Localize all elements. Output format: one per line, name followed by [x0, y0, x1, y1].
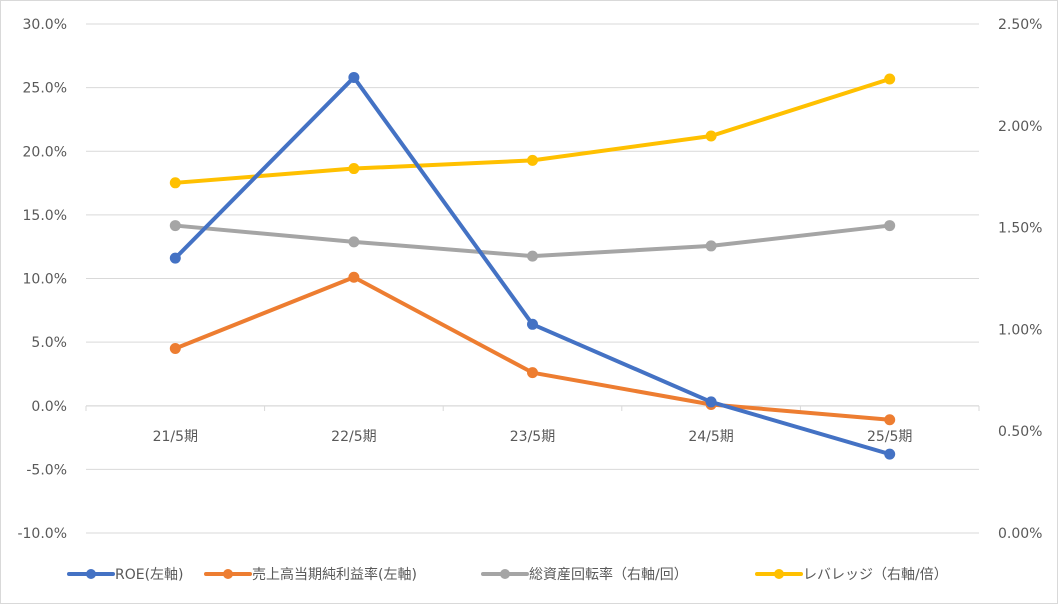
- category-label: 23/5期: [510, 429, 555, 445]
- series-2: [169, 220, 896, 262]
- series-group: [169, 71, 896, 460]
- legend-swatch-marker: [86, 569, 96, 579]
- data-point: [527, 367, 538, 379]
- left-tick-label: 15.0%: [23, 208, 67, 224]
- data-point: [169, 220, 181, 232]
- legend-label: 総資産回転率（右軸/回）: [529, 566, 688, 583]
- left-axis: -10.0% -5.0% 0.0% 5.0% 10.0% 15.0% 20.0% 25.0% 3…: [17, 17, 67, 542]
- left-tick-label: 0.0%: [31, 399, 67, 415]
- data-point: [169, 252, 181, 264]
- legend-item: ROE(左軸): [67, 567, 184, 583]
- right-tick-label: 0.00%: [998, 526, 1042, 542]
- right-tick-label: 1.50%: [998, 221, 1042, 237]
- series-1: [169, 271, 896, 426]
- left-tick-label: -10.0%: [17, 526, 67, 542]
- data-point: [527, 318, 538, 330]
- x-axis: 21/5期 22/5期 23/5期 24/5期 25/5期: [153, 429, 913, 445]
- right-axis: 0.00% 0.50% 1.00% 1.50% 2.00% 2.50%: [998, 17, 1042, 542]
- data-point: [705, 240, 717, 252]
- data-point: [348, 236, 360, 248]
- data-point: [884, 448, 896, 460]
- data-point: [527, 154, 538, 166]
- series-line: [173, 75, 892, 457]
- legend-swatch-marker: [223, 569, 233, 579]
- category-label: 24/5期: [688, 429, 733, 445]
- data-point: [527, 250, 538, 262]
- legend-label: レバレッジ（右軸/倍）: [803, 567, 948, 583]
- data-point: [884, 414, 896, 426]
- legend-label: ROE(左軸): [115, 567, 184, 583]
- left-tick-label: 20.0%: [23, 144, 67, 160]
- legend-item: 売上高当期純利益率(左軸): [204, 566, 417, 583]
- legend: ROE(左軸) 売上高当期純利益率(左軸) 総資産回転率（右軸/回） レバレッジ（右軸…: [67, 566, 948, 583]
- left-tick-label: 5.0%: [31, 335, 67, 351]
- legend-swatch-marker: [774, 569, 784, 579]
- left-tick-label: 30.0%: [23, 17, 67, 33]
- category-label: 25/5期: [867, 429, 912, 445]
- legend-item: 総資産回転率（右軸/回）: [481, 566, 688, 583]
- data-point: [705, 130, 717, 142]
- gridlines: [85, 23, 980, 534]
- right-tick-label: 2.00%: [998, 119, 1042, 135]
- category-label: 21/5期: [153, 429, 198, 445]
- data-point: [348, 163, 360, 175]
- data-point: [169, 177, 181, 189]
- data-point: [169, 342, 181, 354]
- data-point: [884, 73, 896, 85]
- left-tick-label: -5.0%: [26, 462, 67, 478]
- left-tick-label: 25.0%: [23, 81, 67, 97]
- category-label: 22/5期: [331, 429, 376, 445]
- left-tick-label: 10.0%: [23, 272, 67, 288]
- data-point: [884, 220, 896, 232]
- legend-item: レバレッジ（右軸/倍）: [755, 567, 948, 583]
- data-point: [348, 71, 360, 83]
- right-tick-label: 0.50%: [998, 424, 1042, 440]
- series-0: [169, 71, 896, 460]
- series-line: [173, 275, 892, 422]
- data-point: [348, 271, 360, 283]
- right-tick-label: 1.00%: [998, 322, 1042, 338]
- right-tick-label: 2.50%: [998, 17, 1042, 33]
- data-point: [705, 396, 717, 408]
- series-line: [173, 76, 892, 185]
- legend-label: 売上高当期純利益率(左軸): [252, 566, 417, 583]
- series-3: [169, 73, 896, 189]
- legend-swatch-marker: [500, 569, 510, 579]
